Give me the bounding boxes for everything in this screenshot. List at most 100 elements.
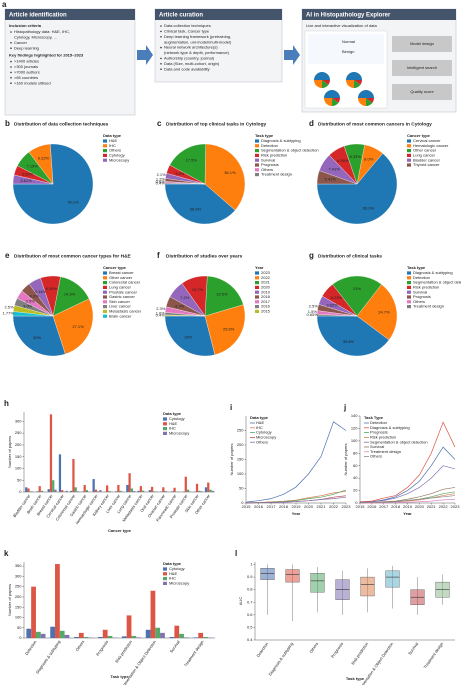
legend-label: Cytology <box>169 416 185 421</box>
preview-slice <box>322 80 329 88</box>
chart-title: Distribution of studies over years <box>166 253 243 259</box>
legend-label: IHC <box>109 143 116 148</box>
legend-label: Colorectal cancer <box>109 280 141 285</box>
bullet-text: augmentation, uni-model/multi-model) <box>164 39 232 44</box>
legend-label: Brain cancer <box>109 313 132 318</box>
legend-title: Task type <box>407 265 426 270</box>
bar <box>179 633 184 638</box>
bullet <box>160 25 162 27</box>
legend-label: 2022 <box>261 275 271 280</box>
bar <box>131 635 137 638</box>
legend-swatch <box>103 276 107 280</box>
legend-label: Microscopy <box>169 430 189 435</box>
y-axis-label: Number of papers <box>229 443 234 475</box>
bar <box>211 490 214 492</box>
bar <box>184 476 187 492</box>
bullet-text: Deep learning framework (pretraining, <box>164 34 231 39</box>
legend-swatch <box>255 168 259 172</box>
legend-swatch <box>407 149 411 153</box>
bar <box>126 615 132 638</box>
x-tick-label: 2022 <box>329 504 339 509</box>
legend-label: Survival <box>261 157 275 162</box>
bar <box>198 490 201 492</box>
legend-swatch <box>255 163 259 167</box>
legend-label: Prognosis <box>370 430 388 435</box>
legend-swatch <box>103 290 107 294</box>
bar <box>171 491 174 492</box>
legend-title: Data type <box>250 415 269 420</box>
bar <box>207 482 210 492</box>
y-tick-label: 1 <box>250 562 253 567</box>
slice-label: 17.5% <box>186 158 198 163</box>
panel-letter: j <box>343 403 346 412</box>
bullet <box>10 71 12 74</box>
bar <box>139 486 142 492</box>
y-tick-label: 0 <box>355 500 358 505</box>
box-body <box>4 8 136 116</box>
pie-slice <box>12 174 54 185</box>
legend-label: Breast cancer <box>109 270 134 275</box>
legend-swatch <box>407 163 411 167</box>
slice-label: 1.0% <box>156 311 166 316</box>
bar <box>108 491 111 492</box>
y-tick-label: 350 <box>15 563 22 568</box>
bar <box>186 489 190 492</box>
y-tick-label: 250 <box>15 430 22 435</box>
preview-slice <box>324 98 332 106</box>
bar <box>61 490 64 492</box>
pie-slice <box>164 183 236 225</box>
slice-label: 0.4% <box>156 312 166 317</box>
legend-swatch <box>407 285 411 289</box>
slice-label: 3.61% <box>20 178 32 183</box>
legend-label: Survival <box>370 444 384 449</box>
legend-swatch <box>407 276 411 280</box>
legend-swatch <box>255 290 259 294</box>
bar <box>150 590 156 638</box>
bar <box>59 630 65 638</box>
bullet <box>10 60 12 63</box>
legend-swatch <box>255 285 259 289</box>
bullet-text: >65 countries <box>14 75 38 80</box>
y-tick-label: 100 <box>351 438 358 443</box>
slice-label: 1.77% <box>3 311 15 316</box>
y-axis-label: Number of papers <box>7 436 12 468</box>
bar <box>54 489 57 492</box>
bullet-text: Authorship (country, journal) <box>164 55 215 60</box>
y-tick-label: 200 <box>15 442 22 447</box>
slice-label: 2.5% <box>309 304 319 309</box>
legend-label: IHC <box>169 576 176 581</box>
bar <box>128 473 131 492</box>
y-tick-label: 0.4 <box>247 637 253 642</box>
legend-swatch <box>163 417 167 421</box>
legend-label: Treatment design <box>370 449 401 454</box>
chart-title: Distribution of clinical tasks <box>318 253 382 259</box>
bar <box>173 487 176 492</box>
box-title: Article curation <box>159 12 203 18</box>
slice-label: 6.23% <box>331 295 343 300</box>
bar <box>145 629 151 638</box>
legend-label: Cytology <box>109 152 125 157</box>
slice-label: 10.7% <box>192 287 204 292</box>
bar <box>193 637 199 638</box>
legend-label: Risk prediction <box>413 284 439 289</box>
y-tick-label: 200 <box>15 594 22 599</box>
legend-label: Others <box>256 439 268 444</box>
pie-slice <box>164 314 206 317</box>
pie-slice <box>316 315 390 357</box>
legend-label: 2023 <box>261 270 271 275</box>
bar <box>102 629 108 638</box>
bar <box>40 633 46 638</box>
pie-slice <box>164 315 216 357</box>
bar <box>174 625 180 638</box>
slice-label: 19.5% <box>216 292 228 297</box>
legend-label: Bladder cancer <box>413 157 441 162</box>
button <box>392 36 452 52</box>
legend-swatch <box>103 305 107 309</box>
x-tick-label: 2022 <box>439 504 449 509</box>
legend-swatch <box>103 149 107 153</box>
x-tick-label: 2023 <box>342 504 352 509</box>
chart-title: Distribution of most common cancer types… <box>14 253 132 259</box>
panel-letter: k <box>4 549 9 558</box>
bar <box>36 491 39 492</box>
y-tick-label: 40 <box>353 475 358 480</box>
